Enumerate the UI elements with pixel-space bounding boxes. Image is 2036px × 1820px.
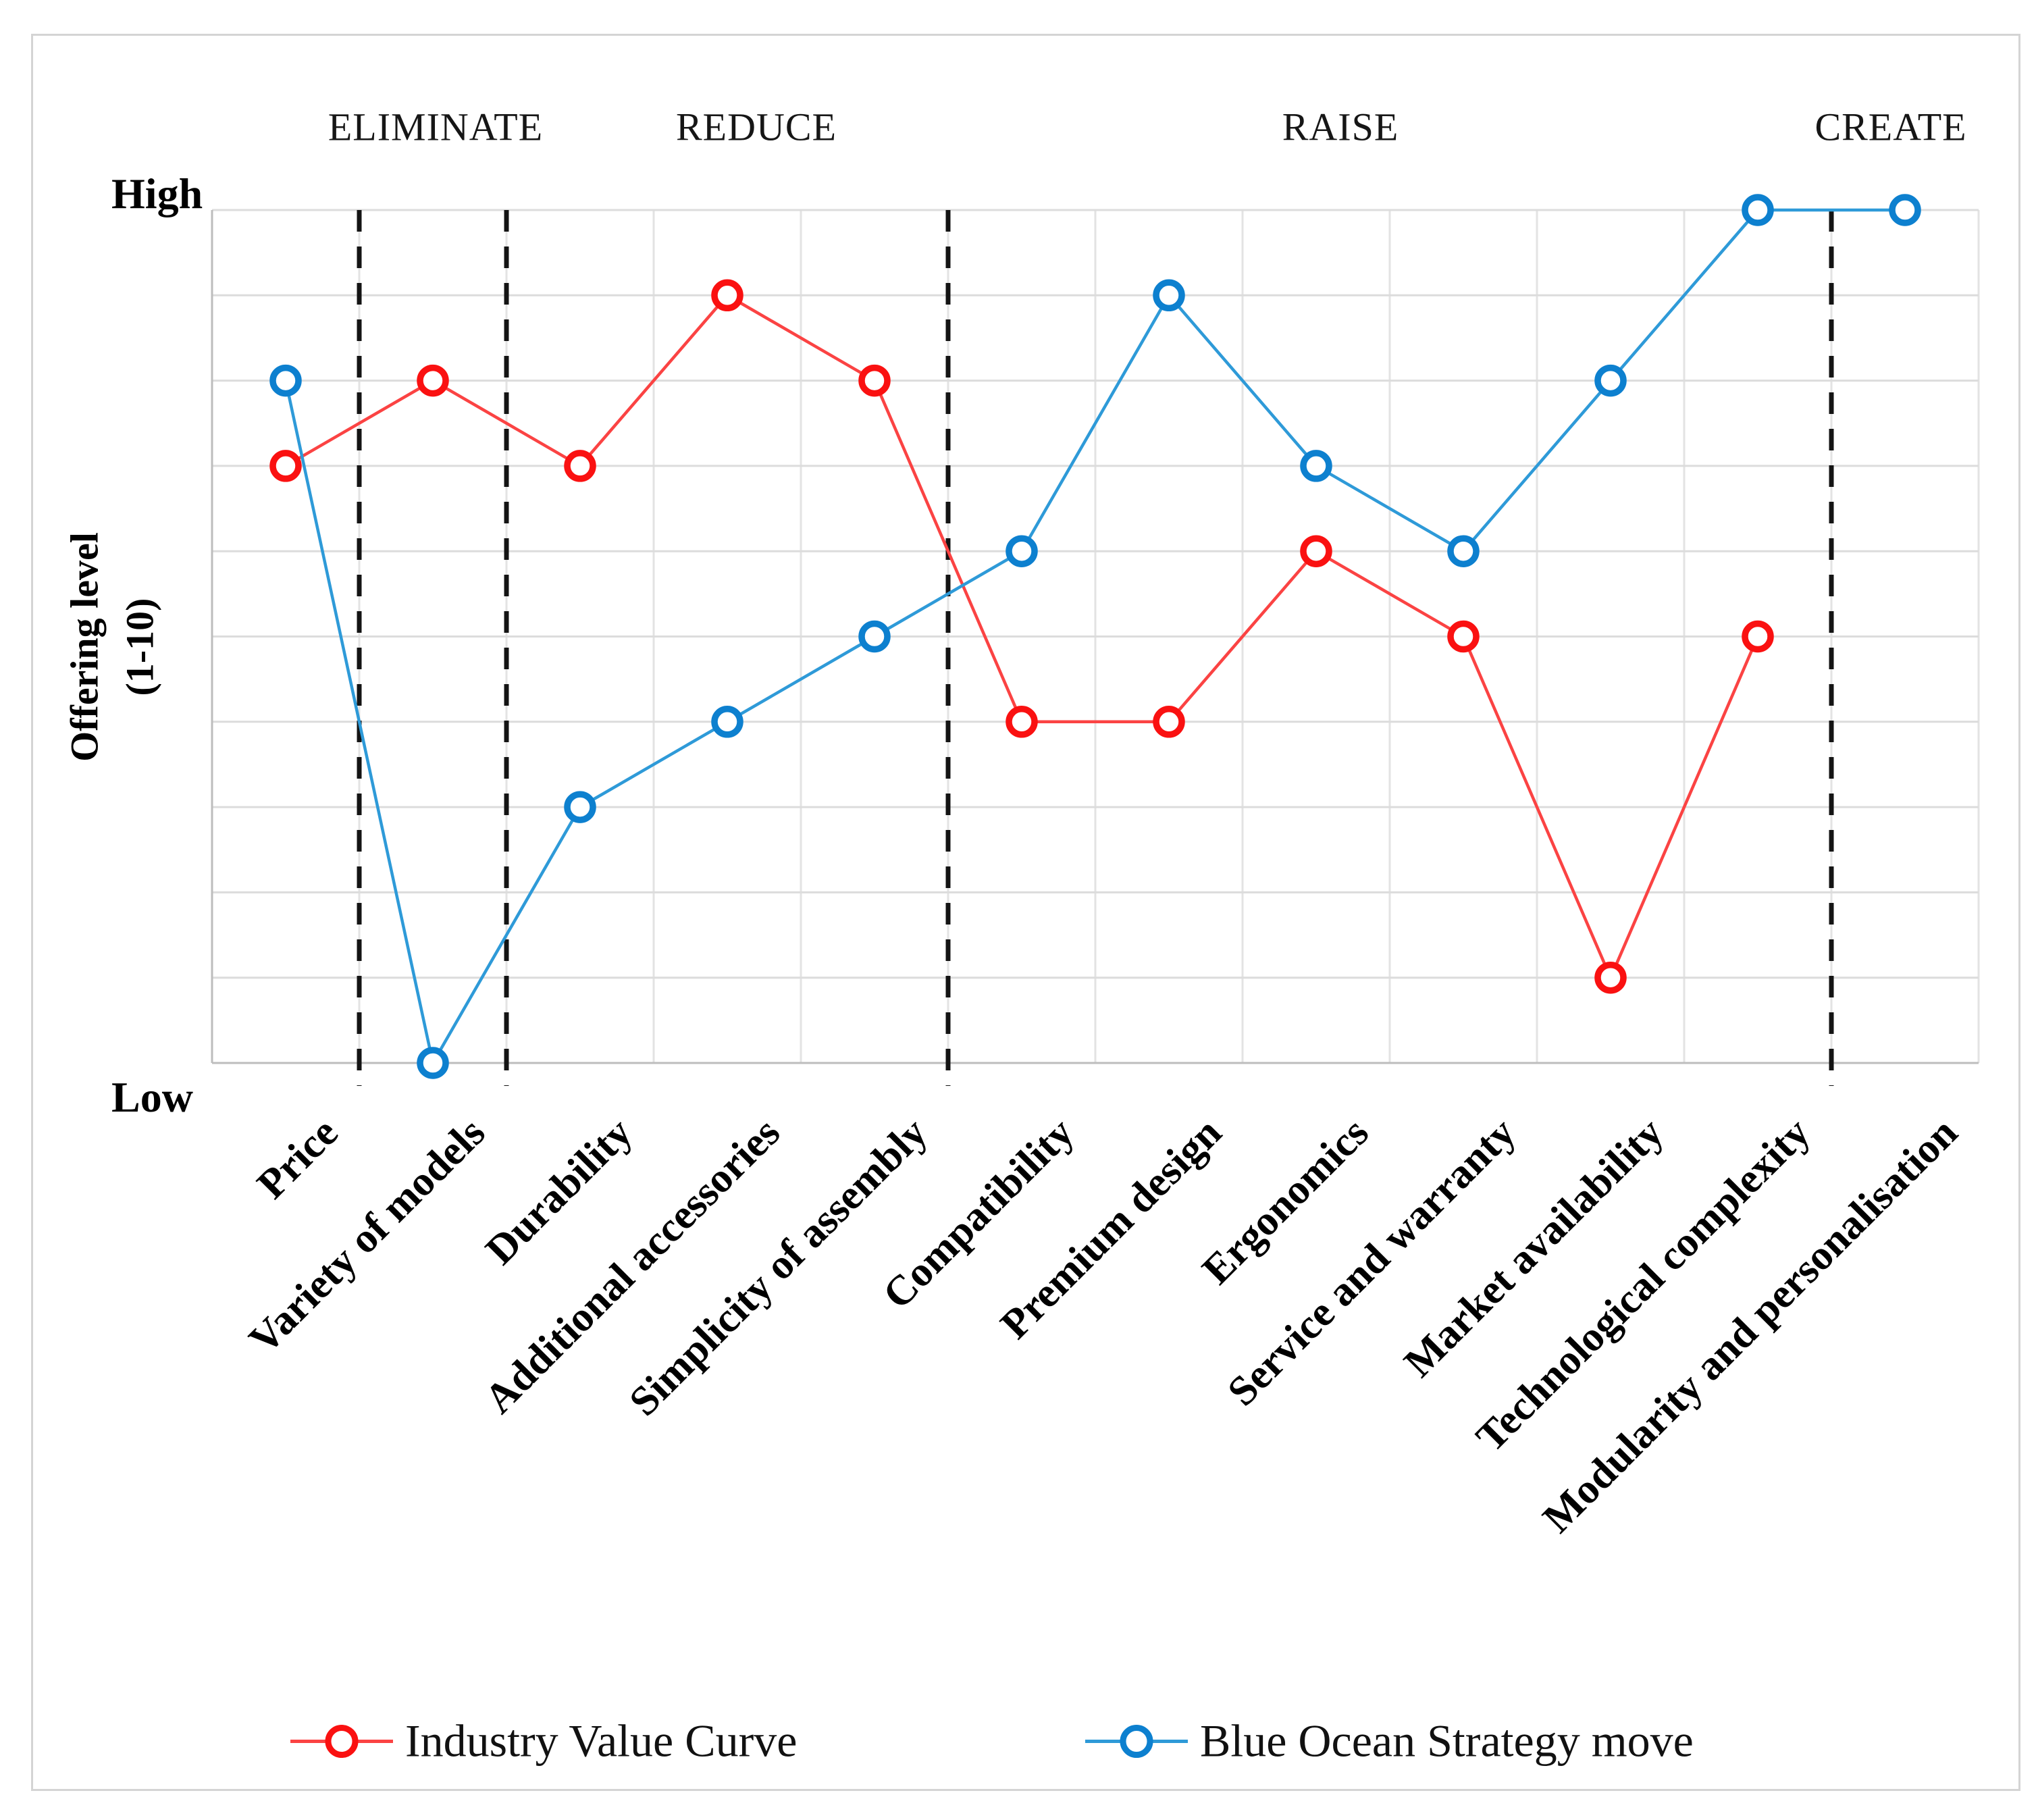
series-line-blue-ocean [284,208,1905,1068]
data-point-marker-industry [1447,620,1480,653]
section-label-eliminate: ELIMINATE [328,105,544,149]
data-point-marker-industry [1153,706,1185,738]
data-point-marker-industry [858,364,891,397]
legend-item-industry: Industry Value Curve [290,1715,797,1768]
data-point-marker-blue-ocean [1153,279,1185,312]
section-label-create: CREATE [1815,105,1967,149]
legend-item-blue-ocean: Blue Ocean Strategy move [1085,1715,1694,1768]
y-axis-low-label: Low [111,1073,193,1121]
legend-label-blue-ocean: Blue Ocean Strategy move [1200,1715,1694,1767]
data-point-marker-blue-ocean [564,791,596,823]
figure-border [31,34,2020,1791]
data-point-marker-blue-ocean [1300,450,1332,482]
legend-marker-blue-ocean-icon [1085,1724,1188,1758]
section-label-raise: RAISE [1282,105,1399,149]
data-point-marker-blue-ocean [1889,194,1921,226]
legend-label-industry: Industry Value Curve [405,1715,798,1767]
data-point-marker-blue-ocean [711,706,743,738]
data-point-marker-blue-ocean [1447,535,1480,567]
data-point-marker-industry [269,450,302,482]
data-point-marker-industry [1300,535,1332,567]
data-point-marker-blue-ocean [269,364,302,397]
data-point-marker-industry [417,364,449,397]
data-point-marker-industry [1742,620,1774,653]
data-point-marker-blue-ocean [1006,535,1038,567]
data-point-marker-industry [564,450,596,482]
section-label-reduce: REDUCE [676,105,837,149]
data-point-marker-blue-ocean [1594,364,1627,397]
data-point-marker-blue-ocean [858,620,891,653]
data-point-marker-industry [1594,961,1627,994]
y-axis-title-line1: Offering level [62,532,107,762]
legend-marker-industry-icon [290,1724,393,1758]
data-point-marker-industry [711,279,743,312]
y-axis-title-line2: (1-10) [118,598,162,696]
data-point-marker-blue-ocean [417,1047,449,1079]
y-axis-high-label: High [111,170,203,217]
data-point-marker-blue-ocean [1742,194,1774,226]
data-point-marker-industry [1006,706,1038,738]
